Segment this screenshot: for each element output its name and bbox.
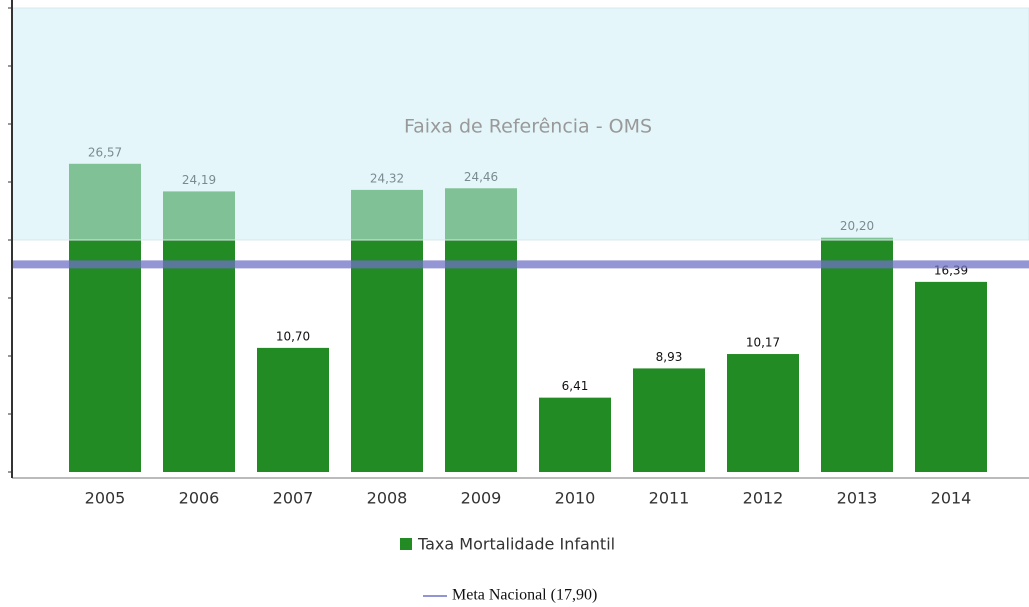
- x-tick-label: 2012: [743, 489, 784, 508]
- legend-swatch: [400, 538, 412, 550]
- x-tick-label: 2014: [931, 489, 972, 508]
- reference-band-label: Faixa de Referência - OMS: [404, 116, 652, 138]
- x-tick-label: 2007: [273, 489, 314, 508]
- x-tick-label: 2005: [85, 489, 126, 508]
- legend-label: Taxa Mortalidade Infantil: [417, 535, 615, 554]
- bar: [821, 237, 893, 472]
- x-tick-label: 2010: [555, 489, 596, 508]
- value-label: 10,17: [746, 336, 780, 350]
- x-tick-label: 2008: [367, 489, 408, 508]
- value-label: 6,41: [562, 379, 589, 393]
- x-tick-label: 2013: [837, 489, 878, 508]
- x-tick-label: 2011: [649, 489, 690, 508]
- legend-label: Meta Nacional (17,90): [452, 587, 597, 604]
- x-tick-label: 2006: [179, 489, 220, 508]
- bar: [633, 368, 705, 472]
- bar: [915, 281, 987, 472]
- value-label: 8,93: [656, 350, 683, 364]
- value-label: 10,70: [276, 329, 310, 343]
- bar: [539, 397, 611, 472]
- bar: [257, 347, 329, 472]
- reference-band: [11, 7, 1029, 241]
- bar: [727, 354, 799, 472]
- x-tick-label: 2009: [461, 489, 502, 508]
